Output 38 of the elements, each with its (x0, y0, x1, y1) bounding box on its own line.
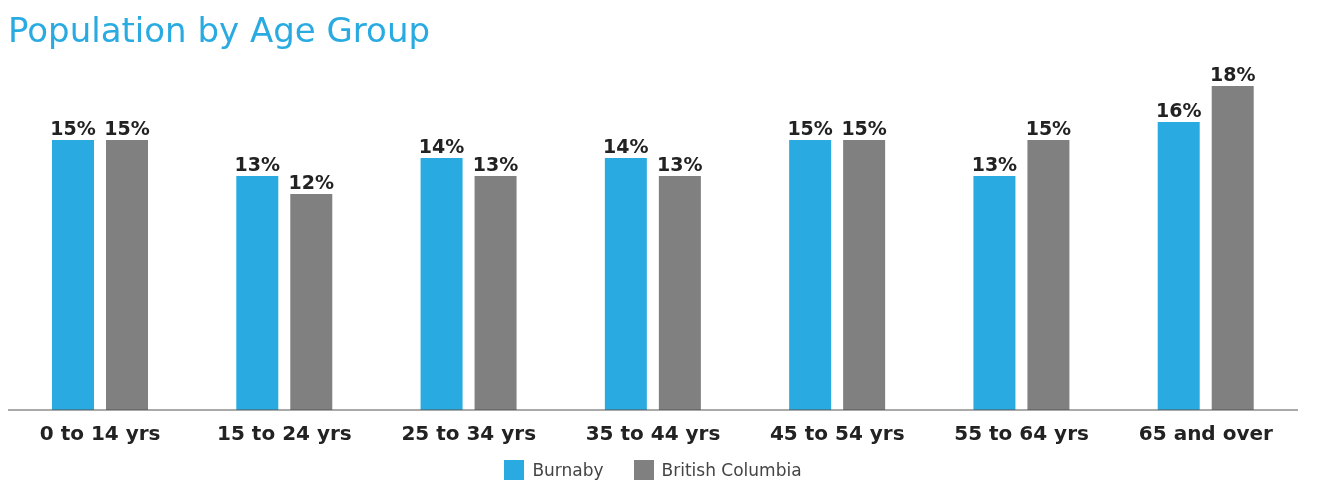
data-label: 13% (234, 153, 281, 175)
x-tick-label: 0 to 14 yrs (39, 421, 161, 446)
bar (290, 194, 333, 410)
data-label: 13% (472, 153, 519, 175)
x-tick-label: 35 to 44 yrs (585, 421, 721, 446)
bar (604, 158, 647, 410)
bar (1211, 86, 1254, 410)
x-tick-label: 45 to 54 yrs (769, 421, 905, 446)
data-label: 15% (787, 117, 833, 139)
x-tick-label: 25 to 34 yrs (401, 421, 537, 446)
legend-label: British Columbia (661, 460, 802, 480)
bar (420, 158, 463, 410)
data-label: 15% (50, 117, 96, 139)
bar (52, 140, 94, 410)
chart-title: Population by Age Group (8, 9, 432, 52)
bar (973, 176, 1016, 410)
x-tick-label: 15 to 24 yrs (217, 421, 352, 446)
data-label: 15% (104, 117, 150, 139)
bar (236, 176, 279, 410)
bar (106, 140, 148, 410)
x-tick-label: 55 to 64 yrs (954, 421, 1089, 446)
bar (474, 176, 517, 410)
legend-label: Burnaby (532, 460, 604, 480)
data-label: 14% (603, 135, 649, 157)
data-label: 13% (971, 153, 1018, 175)
data-label: 13% (657, 153, 703, 175)
bar (1027, 140, 1070, 410)
bar (1157, 122, 1200, 410)
data-label: 14% (418, 135, 465, 157)
bar (843, 140, 886, 410)
bar (789, 140, 832, 410)
data-label: 18% (1209, 63, 1256, 85)
data-label: 12% (288, 171, 335, 193)
x-tick-label: 65 and over (1138, 421, 1273, 446)
data-label: 15% (841, 117, 887, 139)
data-label: 16% (1155, 99, 1202, 121)
data-label: 15% (1025, 117, 1072, 139)
bar (658, 176, 701, 410)
